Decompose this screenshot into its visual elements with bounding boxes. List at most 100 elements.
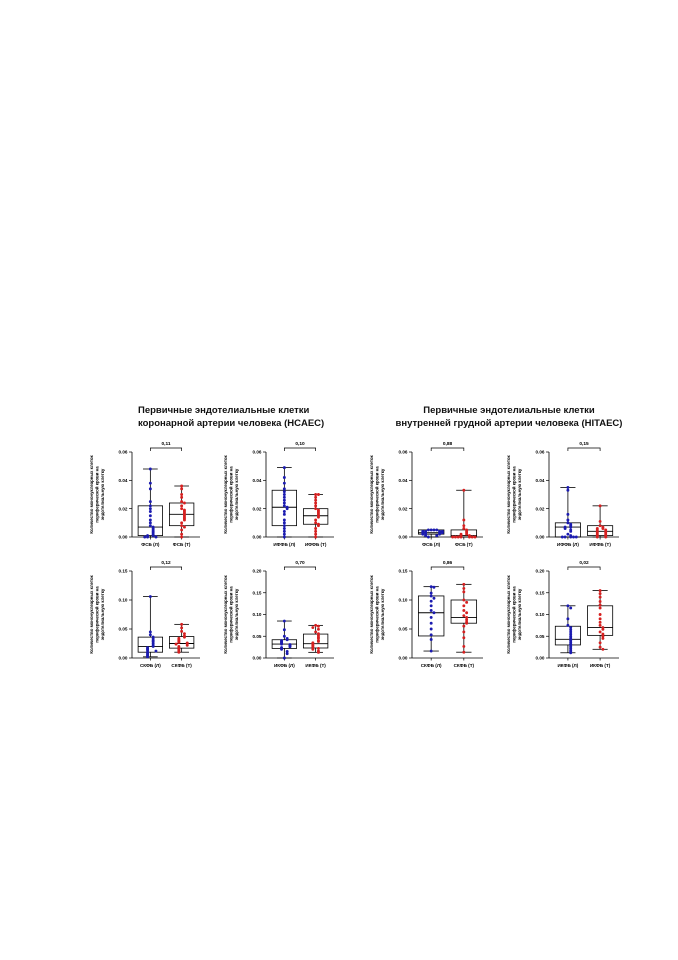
data-point xyxy=(429,599,433,603)
data-point xyxy=(601,647,605,651)
data-point xyxy=(435,528,439,532)
p-value-label: 0,11 xyxy=(161,441,170,447)
x-tick-label: ИКФБ (Л) xyxy=(274,663,295,668)
data-point xyxy=(569,630,573,634)
data-point xyxy=(316,524,320,528)
x-tick-label: ИФФБ (Л) xyxy=(273,542,295,547)
y-axis-label-line2: периферической крови на xyxy=(229,586,234,643)
y-tick-label: 0.00 xyxy=(119,656,128,661)
y-axis-label-line1: Количество мононуклеарных клеток xyxy=(506,574,511,653)
data-point xyxy=(429,615,433,619)
box-plot-panel-6: Количество мононуклеарных клеток перифери… xyxy=(506,441,619,547)
data-point xyxy=(180,535,184,539)
data-point xyxy=(146,535,150,539)
data-point xyxy=(429,627,433,631)
data-point xyxy=(311,626,315,629)
data-point xyxy=(314,504,318,508)
data-point xyxy=(311,645,315,649)
data-point xyxy=(462,630,466,634)
data-point xyxy=(314,529,318,533)
data-point xyxy=(598,504,602,508)
y-axis-label-line3: эндотелиальную клетку xyxy=(234,468,239,520)
data-point xyxy=(282,518,286,522)
significance-bracket xyxy=(567,566,601,570)
data-point xyxy=(180,626,184,630)
y-tick-label: 0.15 xyxy=(253,590,262,595)
y-axis-label-line1: Количество мононуклеарных клеток xyxy=(223,454,228,533)
data-point xyxy=(174,642,178,646)
data-point xyxy=(429,633,433,637)
data-point xyxy=(285,638,289,642)
data-point xyxy=(598,589,602,593)
y-tick-label: 0.06 xyxy=(536,450,545,455)
y-tick-label: 0.00 xyxy=(536,656,545,661)
data-point xyxy=(280,642,284,646)
box-iqr xyxy=(137,636,163,653)
data-point xyxy=(282,498,286,502)
data-point xyxy=(601,527,605,530)
y-axis-label-line1: Количество мононуклеарных клеток xyxy=(506,454,511,533)
y-axis-label-line1: Количество мононуклеарных клеток xyxy=(223,574,228,653)
y-axis-label-line2: периферической крови на xyxy=(375,586,380,643)
y-axis-label: Количество мононуклеарных клеток перифери… xyxy=(506,454,522,533)
data-point xyxy=(462,598,466,602)
y-tick-label: 0.00 xyxy=(399,535,408,540)
data-point xyxy=(182,525,186,529)
data-point xyxy=(180,528,184,532)
y-tick-label: 0.06 xyxy=(253,450,262,455)
data-point xyxy=(465,621,469,625)
data-point xyxy=(148,633,152,637)
x-tick-label: ИФФБ (Л) xyxy=(557,542,579,547)
data-point xyxy=(465,600,469,604)
data-point xyxy=(429,637,433,641)
data-point xyxy=(285,507,289,511)
data-point xyxy=(465,615,469,619)
group-title-hcaec-line2: коронарной артерии человека (HCAEC) xyxy=(138,418,325,429)
data-point xyxy=(180,521,184,525)
y-axis-label: Количество мононуклеарных клеток перифери… xyxy=(506,574,522,653)
data-point xyxy=(282,466,286,470)
x-tick-label: ИФФБ (Т) xyxy=(589,542,611,547)
data-point xyxy=(316,650,320,654)
significance-bracket xyxy=(150,447,182,451)
data-point xyxy=(429,591,433,595)
data-point xyxy=(282,490,286,494)
group-title-hitaec-line2: внутренней грудной артерии человека (HIT… xyxy=(395,418,623,429)
data-point xyxy=(462,644,466,648)
data-point xyxy=(180,524,184,528)
data-point xyxy=(180,504,184,508)
data-point xyxy=(182,632,186,636)
data-point xyxy=(598,524,602,528)
p-value-label: 0,10 xyxy=(295,441,305,447)
data-point xyxy=(429,608,433,612)
y-tick-label: 0.02 xyxy=(536,506,545,511)
y-axis-label: Количество мононуклеарных клеток перифери… xyxy=(223,454,239,533)
data-point xyxy=(459,535,463,539)
data-point xyxy=(429,585,433,589)
data-point xyxy=(569,632,573,636)
y-tick-label: 0.10 xyxy=(399,598,408,603)
data-point xyxy=(316,627,320,631)
data-point xyxy=(314,623,318,627)
data-point xyxy=(180,622,184,626)
data-point xyxy=(148,524,152,528)
y-axis-label-line3: эндотелиальную клетку xyxy=(380,468,385,520)
p-value-label: 0,70 xyxy=(295,560,305,566)
x-tick-label: СКФБ (Л) xyxy=(421,663,442,668)
x-tick-label: ФСБ (Л) xyxy=(422,542,441,547)
data-point xyxy=(177,640,181,644)
data-point xyxy=(316,515,320,519)
data-point xyxy=(432,596,436,600)
data-point xyxy=(465,618,469,622)
y-axis-label-line2: периферической крови на xyxy=(512,466,517,523)
data-point xyxy=(569,626,573,629)
y-tick-label: 0.00 xyxy=(536,535,545,540)
data-point xyxy=(282,535,286,539)
data-point xyxy=(151,534,155,538)
group-title-hcaec-line1: Первичные эндотелиальные клетки xyxy=(138,405,310,416)
p-value-label: 0,12 xyxy=(161,560,171,566)
data-point xyxy=(432,585,436,589)
p-value-label: 0,86 xyxy=(443,560,453,566)
y-axis-label-line2: периферической крови на xyxy=(375,466,380,523)
